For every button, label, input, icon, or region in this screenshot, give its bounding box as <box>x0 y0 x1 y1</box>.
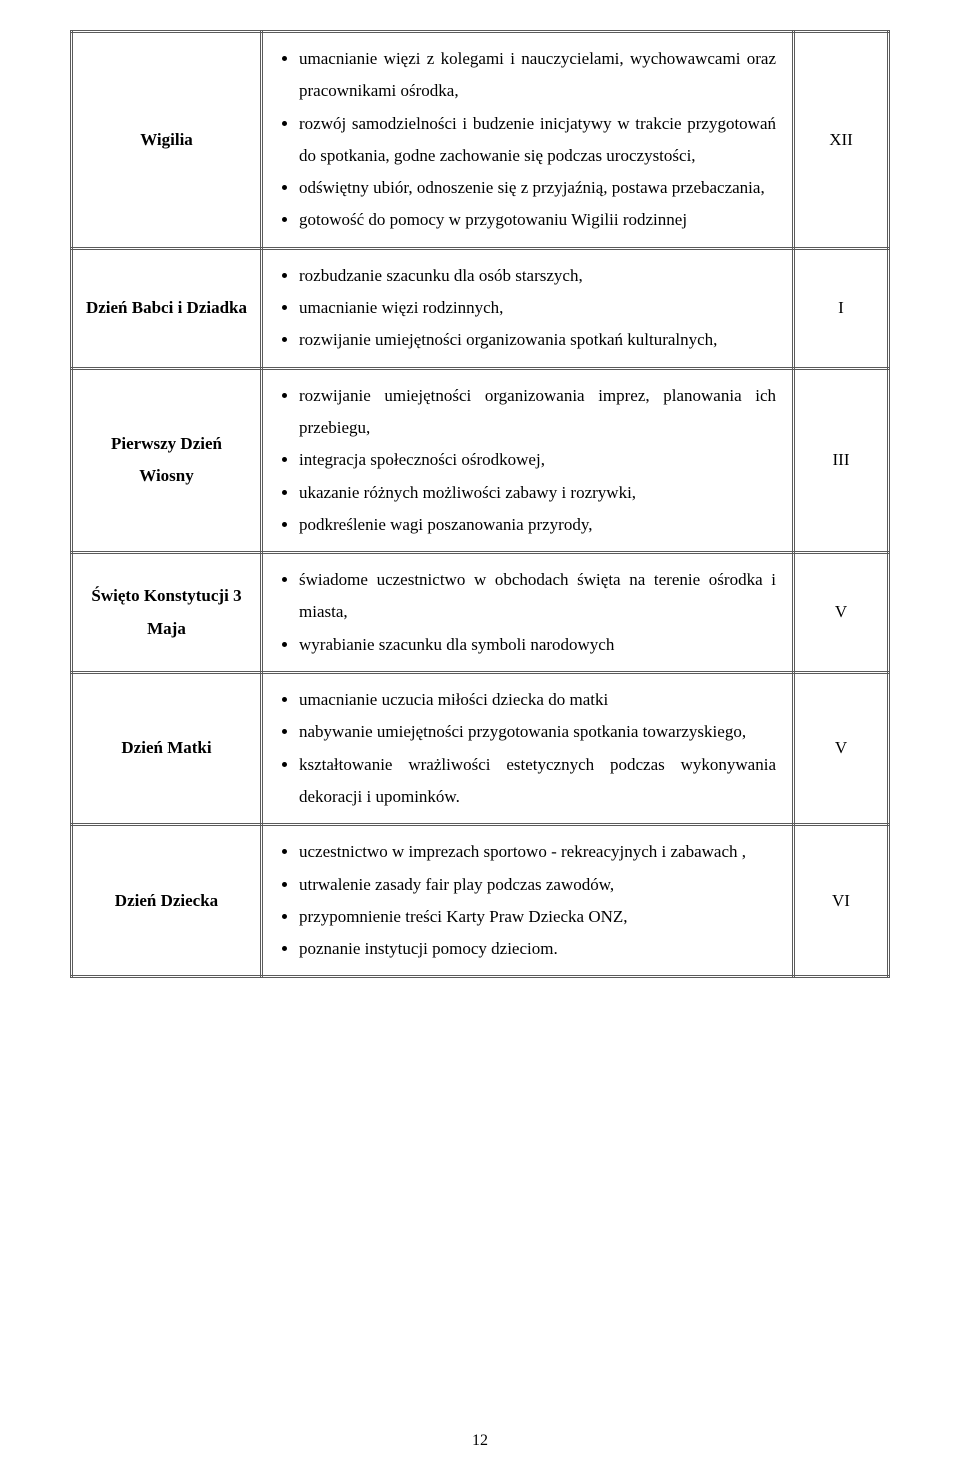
list-item: rozwój samodzielności i budzenie inicjat… <box>299 108 780 173</box>
list-item: utrwalenie zasady fair play podczas zawo… <box>299 869 780 901</box>
table-row: Pierwszy Dzień Wiosny rozwijanie umiejęt… <box>72 368 889 552</box>
document-page: Wigilia umacnianie więzi z kolegami i na… <box>0 0 960 1474</box>
list-item: uczestnictwo w imprezach sportowo - rekr… <box>299 836 780 868</box>
table-row: Dzień Matki umacnianie uczucia miłości d… <box>72 673 889 825</box>
events-table: Wigilia umacnianie więzi z kolegami i na… <box>70 30 890 978</box>
page-number: 12 <box>0 1432 960 1450</box>
event-month: III <box>794 368 889 552</box>
event-month: V <box>794 553 889 673</box>
list-item: ukazanie różnych możliwości zabawy i roz… <box>299 477 780 509</box>
list-item: nabywanie umiejętności przygotowania spo… <box>299 716 780 748</box>
list-item: umacnianie uczucia miłości dziecka do ma… <box>299 684 780 716</box>
list-item: świadome uczestnictwo w obchodach święta… <box>299 564 780 629</box>
list-item: rozwijanie umiejętności organizowania sp… <box>299 324 780 356</box>
table-row: Dzień Babci i Dziadka rozbudzanie szacun… <box>72 248 889 368</box>
list-item: integracja społeczności ośrodkowej, <box>299 444 780 476</box>
event-month: I <box>794 248 889 368</box>
event-name: Święto Konstytucji 3 Maja <box>72 553 262 673</box>
list-item: rozbudzanie szacunku dla osób starszych, <box>299 260 780 292</box>
table-row: Święto Konstytucji 3 Maja świadome uczes… <box>72 553 889 673</box>
event-items: umacnianie więzi z kolegami i nauczyciel… <box>262 32 794 249</box>
list-item: wyrabianie szacunku dla symboli narodowy… <box>299 629 780 661</box>
event-items: umacnianie uczucia miłości dziecka do ma… <box>262 673 794 825</box>
list-item: umacnianie więzi rodzinnych, <box>299 292 780 324</box>
event-month: VI <box>794 825 889 977</box>
list-item: odświętny ubiór, odnoszenie się z przyja… <box>299 172 780 204</box>
event-name: Dzień Dziecka <box>72 825 262 977</box>
event-items: uczestnictwo w imprezach sportowo - rekr… <box>262 825 794 977</box>
list-item: rozwijanie umiejętności organizowania im… <box>299 380 780 445</box>
event-name: Dzień Babci i Dziadka <box>72 248 262 368</box>
event-name: Pierwszy Dzień Wiosny <box>72 368 262 552</box>
event-name: Wigilia <box>72 32 262 249</box>
event-name: Dzień Matki <box>72 673 262 825</box>
list-item: gotowość do pomocy w przygotowaniu Wigil… <box>299 204 780 236</box>
list-item: umacnianie więzi z kolegami i nauczyciel… <box>299 43 780 108</box>
event-items: rozbudzanie szacunku dla osób starszych,… <box>262 248 794 368</box>
event-month: XII <box>794 32 889 249</box>
event-items: świadome uczestnictwo w obchodach święta… <box>262 553 794 673</box>
list-item: podkreślenie wagi poszanowania przyrody, <box>299 509 780 541</box>
event-month: V <box>794 673 889 825</box>
table-row: Dzień Dziecka uczestnictwo w imprezach s… <box>72 825 889 977</box>
event-items: rozwijanie umiejętności organizowania im… <box>262 368 794 552</box>
list-item: przypomnienie treści Karty Praw Dziecka … <box>299 901 780 933</box>
list-item: kształtowanie wrażliwości estetycznych p… <box>299 749 780 814</box>
table-row: Wigilia umacnianie więzi z kolegami i na… <box>72 32 889 249</box>
list-item: poznanie instytucji pomocy dzieciom. <box>299 933 780 965</box>
